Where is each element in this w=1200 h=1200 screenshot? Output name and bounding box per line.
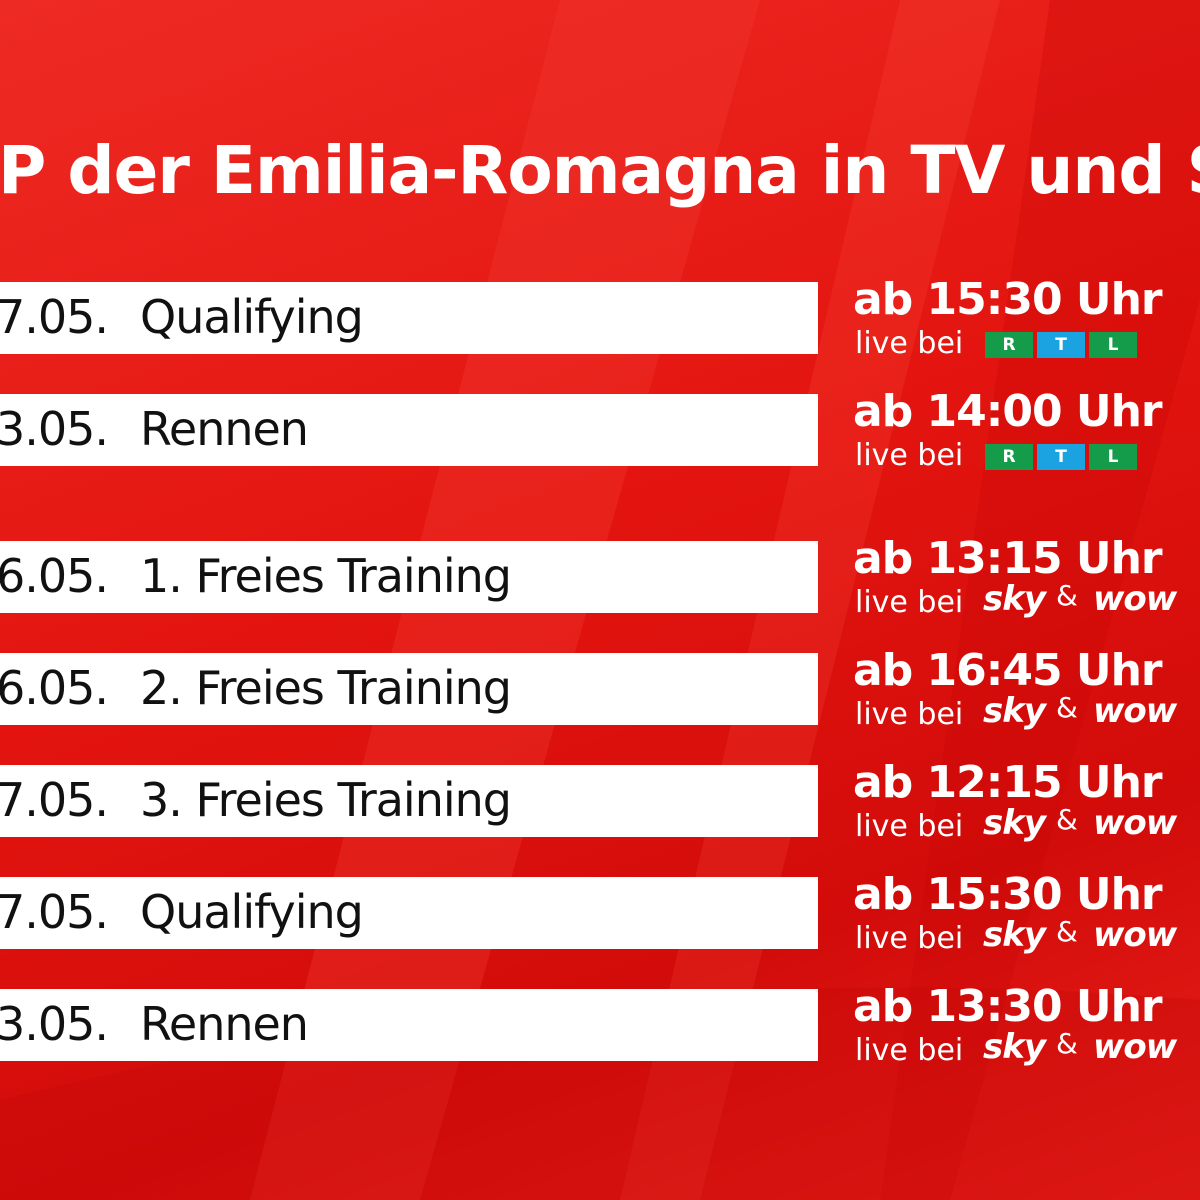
schedule-bar: 3.05. Rennen — [0, 394, 818, 466]
channel-logo: sky — [983, 915, 1046, 955]
channel-logo: sky — [983, 579, 1046, 619]
schedule-bar: 7.05. Qualifying — [0, 877, 818, 949]
channel-logo: & — [1056, 691, 1078, 724]
channel-logo: sky — [983, 691, 1046, 731]
session: Rennen — [140, 401, 309, 456]
start-time: ab 14:00 Uhr — [853, 386, 1163, 437]
channel-logo: wow — [1093, 915, 1177, 955]
start-time: ab 12:15 Uhr — [853, 757, 1163, 808]
start-time: ab 13:30 Uhr — [853, 981, 1163, 1032]
session: 3. Freies Training — [140, 772, 512, 827]
rtl-logo-letter: T — [1037, 332, 1085, 358]
channel-logo: wow — [1093, 579, 1177, 619]
start-time: ab 15:30 Uhr — [853, 869, 1163, 920]
schedule-bar: 3.05. Rennen — [0, 989, 818, 1061]
session: 1. Freies Training — [140, 548, 512, 603]
schedule-bar: 6.05. 1. Freies Training — [0, 541, 818, 613]
live-label: live bei — [855, 438, 964, 473]
channel-logo: & — [1056, 915, 1078, 948]
rtl-logo-letter: R — [985, 332, 1033, 358]
session: Qualifying — [140, 289, 364, 344]
session: Rennen — [140, 996, 309, 1051]
channel-logo: & — [1056, 1027, 1078, 1060]
start-time: ab 16:45 Uhr — [853, 645, 1163, 696]
stripe — [880, 0, 1200, 1200]
live-label: live bei — [855, 809, 964, 844]
rtl-logo-letter: L — [1089, 332, 1137, 358]
channel-logo: sky — [983, 803, 1046, 843]
title: P der Emilia-Romagna in TV und Str — [0, 132, 1200, 209]
session: Qualifying — [140, 884, 364, 939]
session: 2. Freies Training — [140, 660, 512, 715]
live-label: live bei — [855, 326, 964, 361]
live-label: live bei — [855, 921, 964, 956]
schedule-bar: 7.05. 3. Freies Training — [0, 765, 818, 837]
channel-logo: & — [1056, 579, 1078, 612]
schedule-bar: 6.05. 2. Freies Training — [0, 653, 818, 725]
date: 7.05. — [0, 884, 109, 939]
channel-logo: sky — [983, 1027, 1046, 1067]
channel-logo: wow — [1093, 803, 1177, 843]
live-label: live bei — [855, 1033, 964, 1068]
date: 6.05. — [0, 548, 109, 603]
date: 3.05. — [0, 996, 109, 1051]
start-time: ab 13:15 Uhr — [853, 533, 1163, 584]
rtl-logo-letter: R — [985, 444, 1033, 470]
date: 3.05. — [0, 401, 109, 456]
channel-logo: wow — [1093, 691, 1177, 731]
rtl-logo-letter: T — [1037, 444, 1085, 470]
schedule-bar: 7.05. Qualifying — [0, 282, 818, 354]
rtl-logo-letter: L — [1089, 444, 1137, 470]
start-time: ab 15:30 Uhr — [853, 274, 1163, 325]
date: 7.05. — [0, 772, 109, 827]
live-label: live bei — [855, 697, 964, 732]
channel-logo: wow — [1093, 1027, 1177, 1067]
live-label: live bei — [855, 585, 964, 620]
date: 7.05. — [0, 289, 109, 344]
date: 6.05. — [0, 660, 109, 715]
channel-logo: & — [1056, 803, 1078, 836]
